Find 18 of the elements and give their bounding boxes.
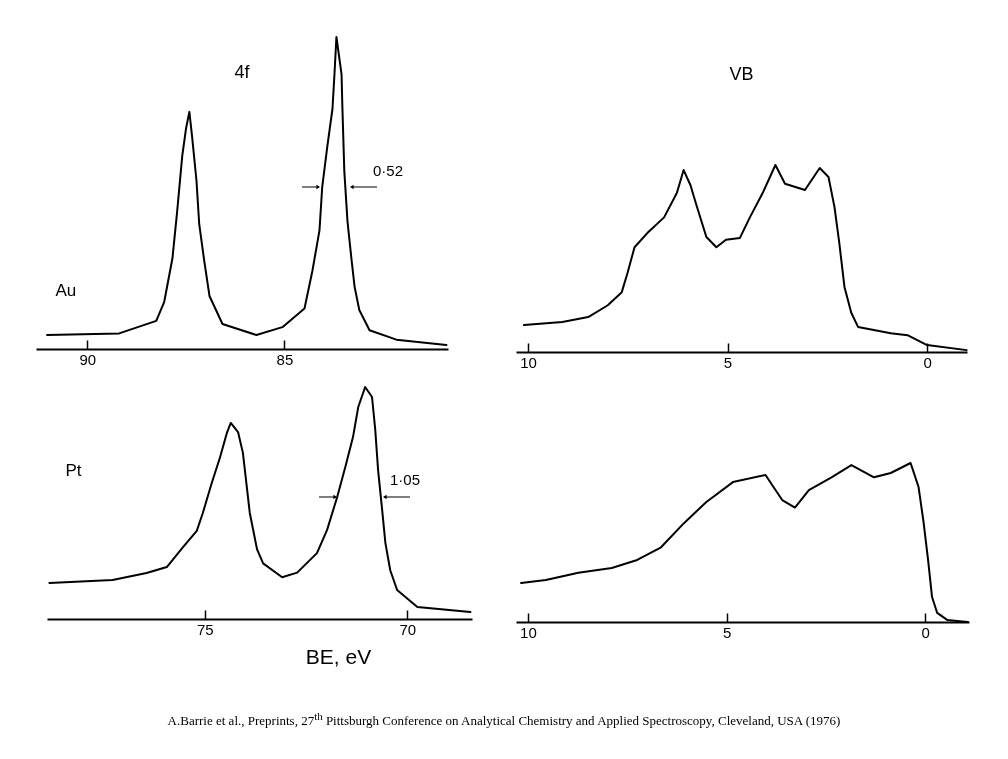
x-tick-label: 0 <box>921 623 930 641</box>
text: A.Barrie et al., Preprints, 27$^{th}$ Pittsburgh Conference on Analytical Chemistry and Applied Spectroscopy, Cleveland, USA (1976) <box>166 710 842 730</box>
x-tick-label: 85 <box>276 350 294 368</box>
text: 4f <box>234 62 251 82</box>
y-axis-title: Au <box>55 280 77 300</box>
annotation: 1·05 <box>389 471 421 488</box>
chart-title: VB <box>729 64 754 84</box>
x-tick-label: 70 <box>399 620 417 638</box>
annotation: 0·52 <box>372 162 404 179</box>
x-tick-label: 5 <box>722 623 732 641</box>
x-axis-title: BE, eV <box>305 644 372 668</box>
y-axis-title: Pt <box>65 460 82 480</box>
x-tick-label: 90 <box>79 350 97 368</box>
x-tick-label: 10 <box>520 623 537 641</box>
x-tick-label: 0 <box>923 353 932 371</box>
x-tick-label: 5 <box>723 353 733 371</box>
x-tick-label: 75 <box>197 620 214 638</box>
x-tick-label: 10 <box>520 353 537 371</box>
